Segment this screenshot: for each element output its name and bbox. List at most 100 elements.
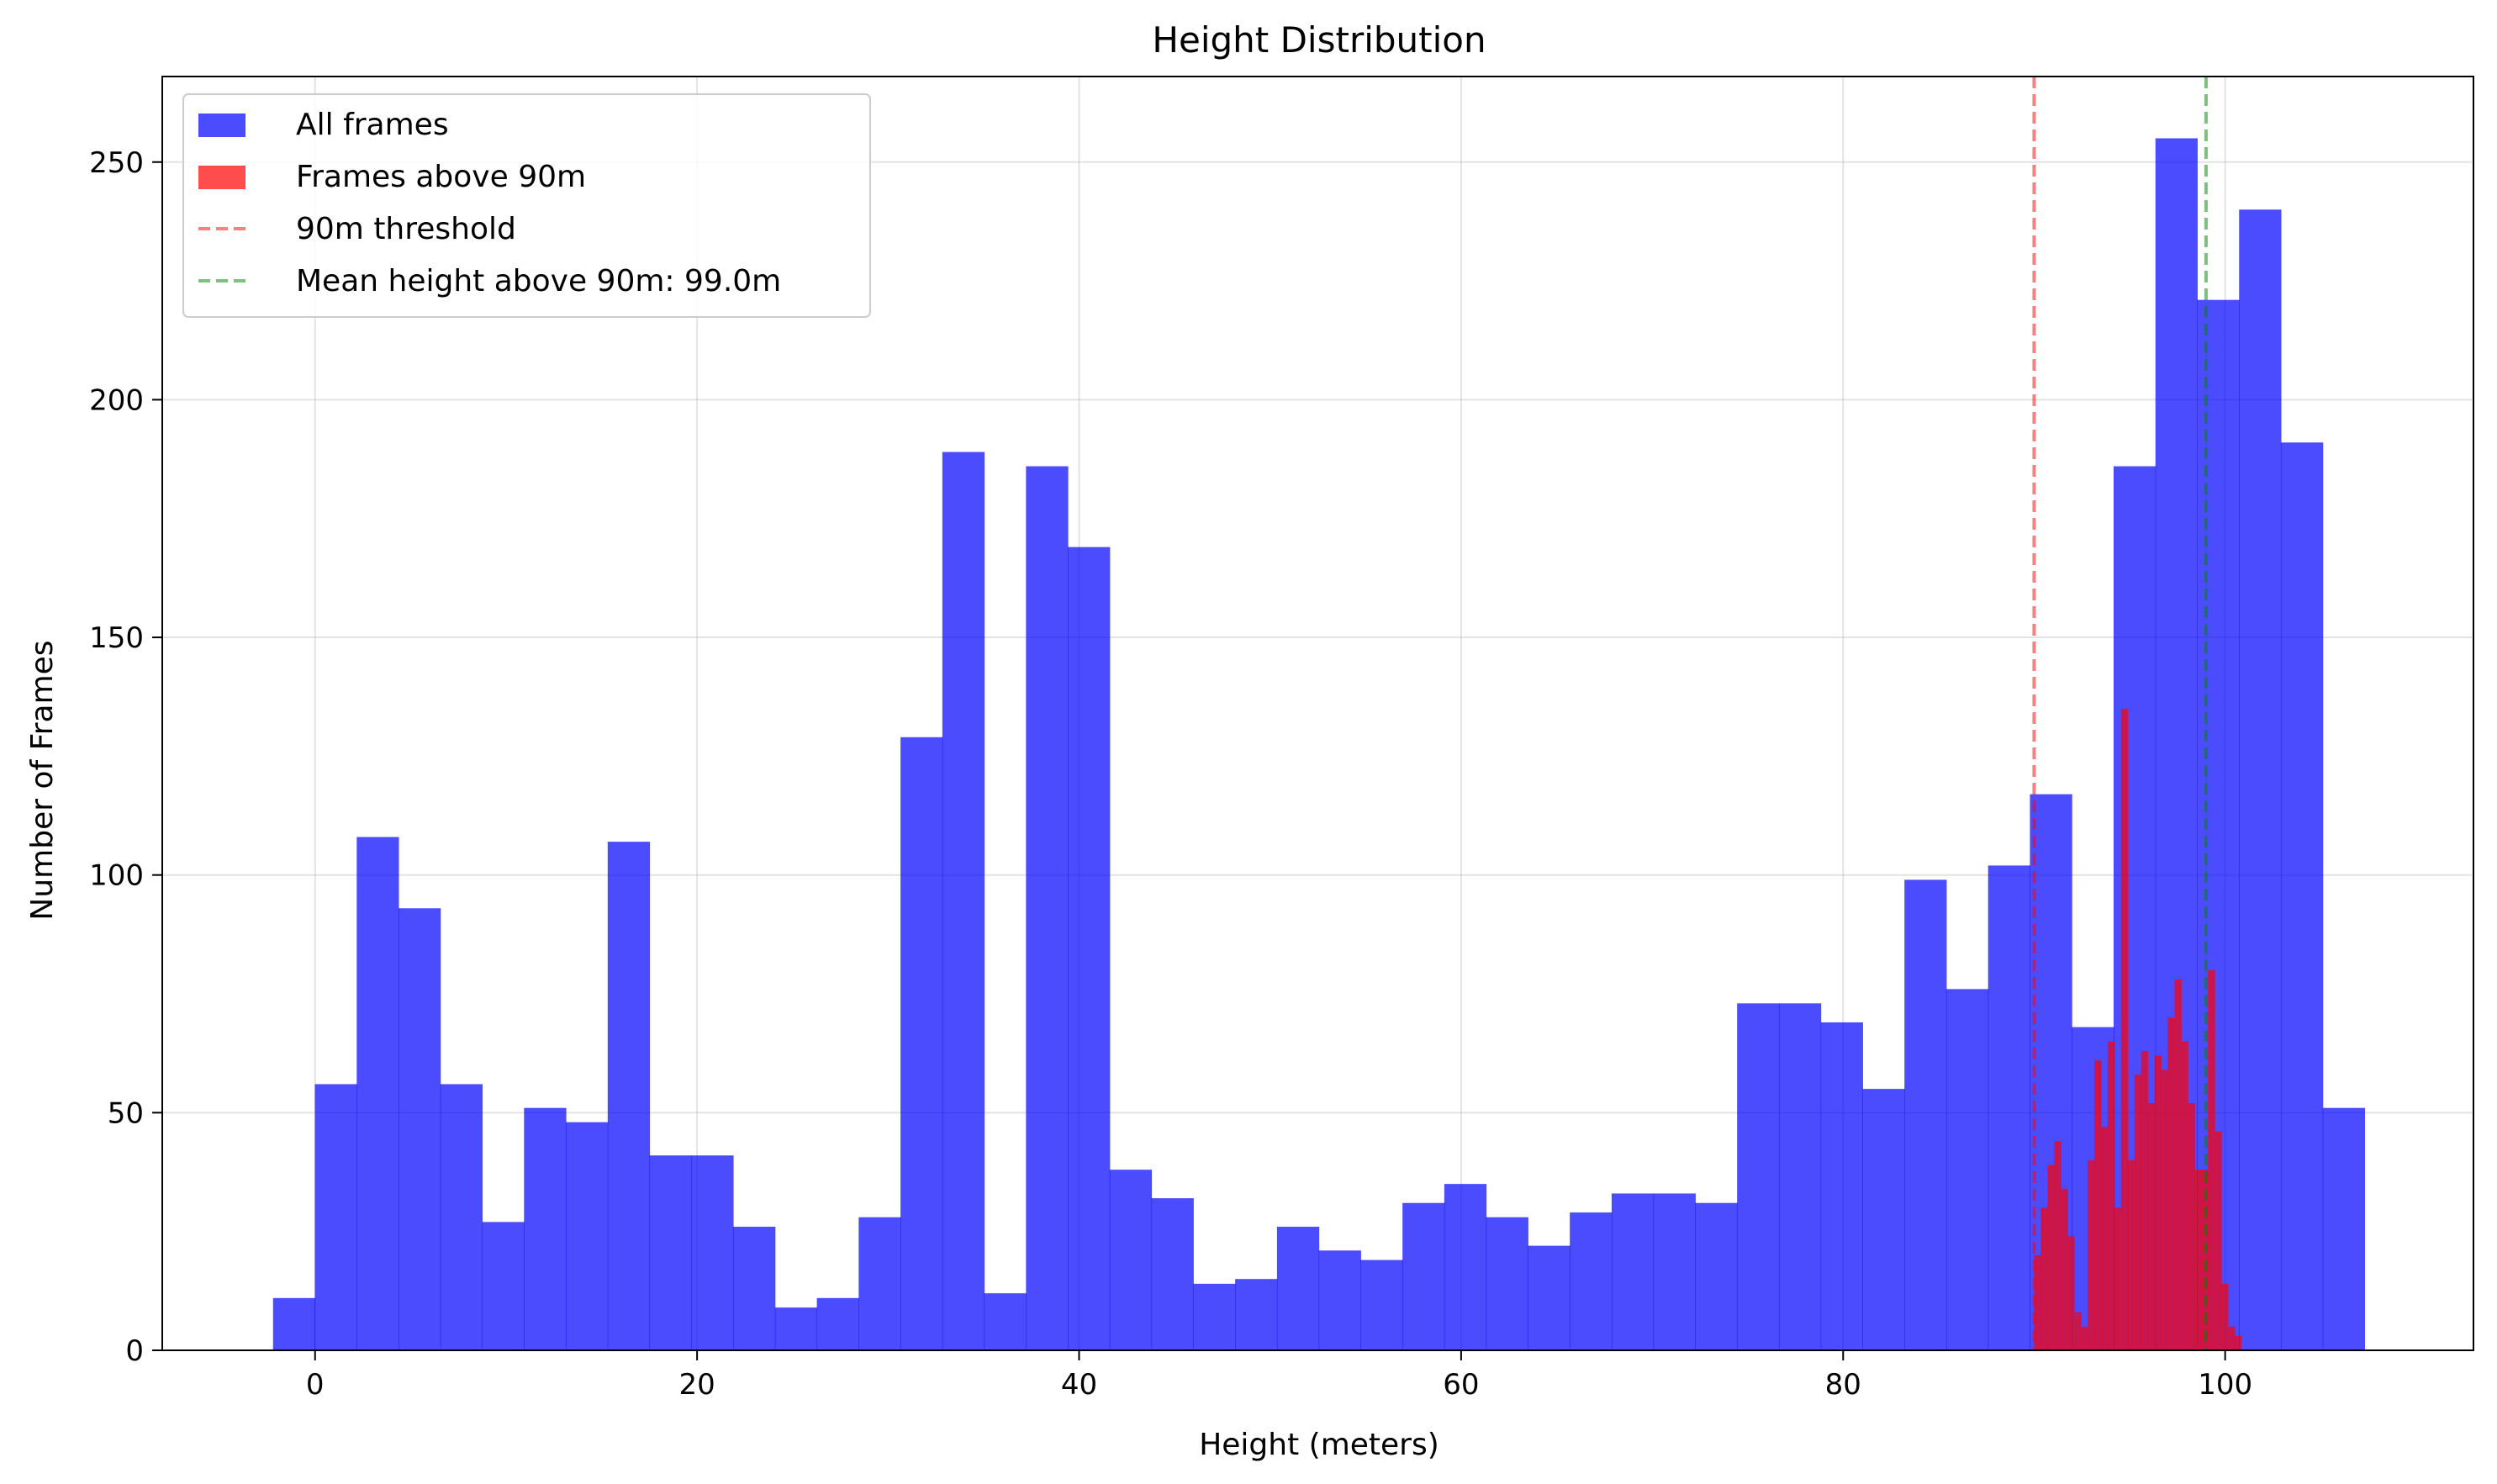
y-axis-ticks: 0 50 100 150 200 250 [89, 146, 162, 1368]
bar-all-frames [1360, 1260, 1403, 1350]
bar-frames-above-90m [2034, 1254, 2041, 1350]
bar-frames-above-90m [2147, 1103, 2156, 1350]
bar-frames-above-90m [2208, 969, 2215, 1350]
bar-frames-above-90m [2154, 1055, 2162, 1350]
bar-frames-above-90m [2061, 1188, 2068, 1350]
bar-all-frames [774, 1307, 818, 1350]
bar-all-frames [1611, 1193, 1655, 1350]
y-tick-label: 50 [108, 1096, 144, 1130]
bar-all-frames [858, 1217, 901, 1350]
x-tick-label: 0 [306, 1368, 325, 1402]
bar-all-frames [1026, 466, 1069, 1350]
bar-frames-above-90m [2181, 1041, 2188, 1350]
bar-all-frames [1945, 989, 1989, 1350]
chart-title: Height Distribution [1152, 19, 1486, 61]
bar-frames-above-90m [2235, 1336, 2242, 1350]
bar-all-frames [649, 1155, 692, 1350]
bar-all-frames [1402, 1202, 1445, 1350]
bar-all-frames [1068, 547, 1111, 1350]
bar-all-frames [607, 842, 651, 1350]
bar-all-frames [1653, 1193, 1696, 1350]
bar-all-frames [1235, 1279, 1278, 1350]
bar-all-frames [272, 1297, 316, 1350]
bar-frames-above-90m [2047, 1164, 2055, 1350]
bar-all-frames [2322, 1107, 2366, 1350]
bar-all-frames [1151, 1198, 1194, 1350]
bar-all-frames [2280, 442, 2324, 1351]
bar-all-frames [524, 1107, 567, 1350]
bar-all-frames [1444, 1184, 1487, 1350]
x-tick-label: 20 [678, 1368, 715, 1402]
legend-frames-above-90m-swatch [198, 166, 245, 189]
y-tick-label: 200 [89, 383, 144, 417]
bar-all-frames [1737, 1003, 1780, 1350]
bar-frames-above-90m [2074, 1312, 2082, 1350]
y-tick-label: 100 [89, 859, 144, 893]
y-tick-label: 250 [89, 146, 144, 180]
x-axis-label: Height (meters) [1199, 1428, 1439, 1462]
bar-frames-above-90m [2107, 1041, 2115, 1350]
x-tick-label: 80 [1825, 1368, 1861, 1402]
bar-all-frames [1276, 1227, 1320, 1350]
bar-all-frames [356, 837, 399, 1350]
bar-all-frames [1570, 1212, 1613, 1350]
bar-all-frames [1778, 1003, 1822, 1350]
bar-all-frames [1318, 1250, 1361, 1350]
bar-all-frames [1988, 865, 2030, 1350]
bar-frames-above-90m [2141, 1050, 2149, 1350]
bar-frames-above-90m [2174, 980, 2182, 1350]
bar-frames-above-90m [2228, 1326, 2236, 1350]
bar-all-frames [314, 1084, 357, 1350]
bar-all-frames [1695, 1202, 1738, 1350]
bar-all-frames [482, 1222, 525, 1350]
x-tick-label: 40 [1061, 1368, 1097, 1402]
bar-frames-above-90m [2134, 1075, 2142, 1350]
bar-all-frames [1193, 1283, 1236, 1350]
bar-frames-above-90m [2088, 1159, 2095, 1350]
legend-all-frames-swatch [198, 114, 245, 137]
bar-frames-above-90m [2120, 708, 2129, 1350]
legend-threshold-label: 90m threshold [296, 212, 516, 246]
legend-mean-height-label: Mean height above 90m: 99.0m [296, 264, 781, 298]
bar-frames-above-90m [2081, 1326, 2088, 1350]
bar-frames-above-90m [2040, 1207, 2048, 1350]
bar-all-frames [816, 1297, 859, 1350]
bar-frames-above-90m [2188, 1103, 2195, 1350]
bar-all-frames [1109, 1170, 1153, 1350]
bar-all-frames [984, 1293, 1027, 1350]
bar-frames-above-90m [2194, 1170, 2202, 1350]
bar-frames-above-90m [2067, 1236, 2075, 1350]
legend-all-frames-label: All frames [296, 108, 449, 142]
plot-frame [161, 76, 2474, 1351]
bar-all-frames [2239, 209, 2282, 1351]
bar-all-frames [566, 1122, 609, 1350]
bar-all-frames [733, 1227, 776, 1350]
y-tick-label: 0 [125, 1334, 144, 1368]
bar-all-frames [1862, 1089, 1905, 1350]
y-tick-label: 150 [89, 621, 144, 655]
legend-box [182, 93, 871, 318]
bar-all-frames [1904, 879, 1947, 1350]
reference-lines [2032, 77, 2208, 1350]
bar-frames-above-90m [2100, 1127, 2109, 1350]
bar-frames-above-90m [2161, 1069, 2168, 1350]
legend: All frames Frames above 90m 90m threshold M… [182, 93, 871, 318]
bar-frames-above-90m [2167, 1017, 2175, 1350]
bar-frames-above-90m [2215, 1131, 2222, 1350]
bar-all-frames [1820, 1022, 1863, 1350]
x-tick-label: 100 [2198, 1368, 2252, 1402]
bar-all-frames [1486, 1217, 1528, 1350]
y-axis-label: Number of Frames [25, 640, 60, 920]
bar-all-frames [900, 737, 943, 1350]
x-axis-ticks: 0 20 40 60 80 100 [306, 1350, 2252, 1402]
bar-frames-above-90m [2221, 1283, 2229, 1350]
bar-frames-above-90m [2054, 1141, 2061, 1350]
legend-frames-above-90m-label: Frames above 90m [296, 160, 586, 194]
series-frames-above-90m [2034, 708, 2242, 1350]
bar-frames-above-90m [2127, 1159, 2135, 1350]
bar-all-frames [942, 452, 985, 1350]
bar-all-frames [399, 908, 441, 1350]
bar-all-frames [691, 1155, 734, 1350]
x-tick-label: 60 [1443, 1368, 1479, 1402]
